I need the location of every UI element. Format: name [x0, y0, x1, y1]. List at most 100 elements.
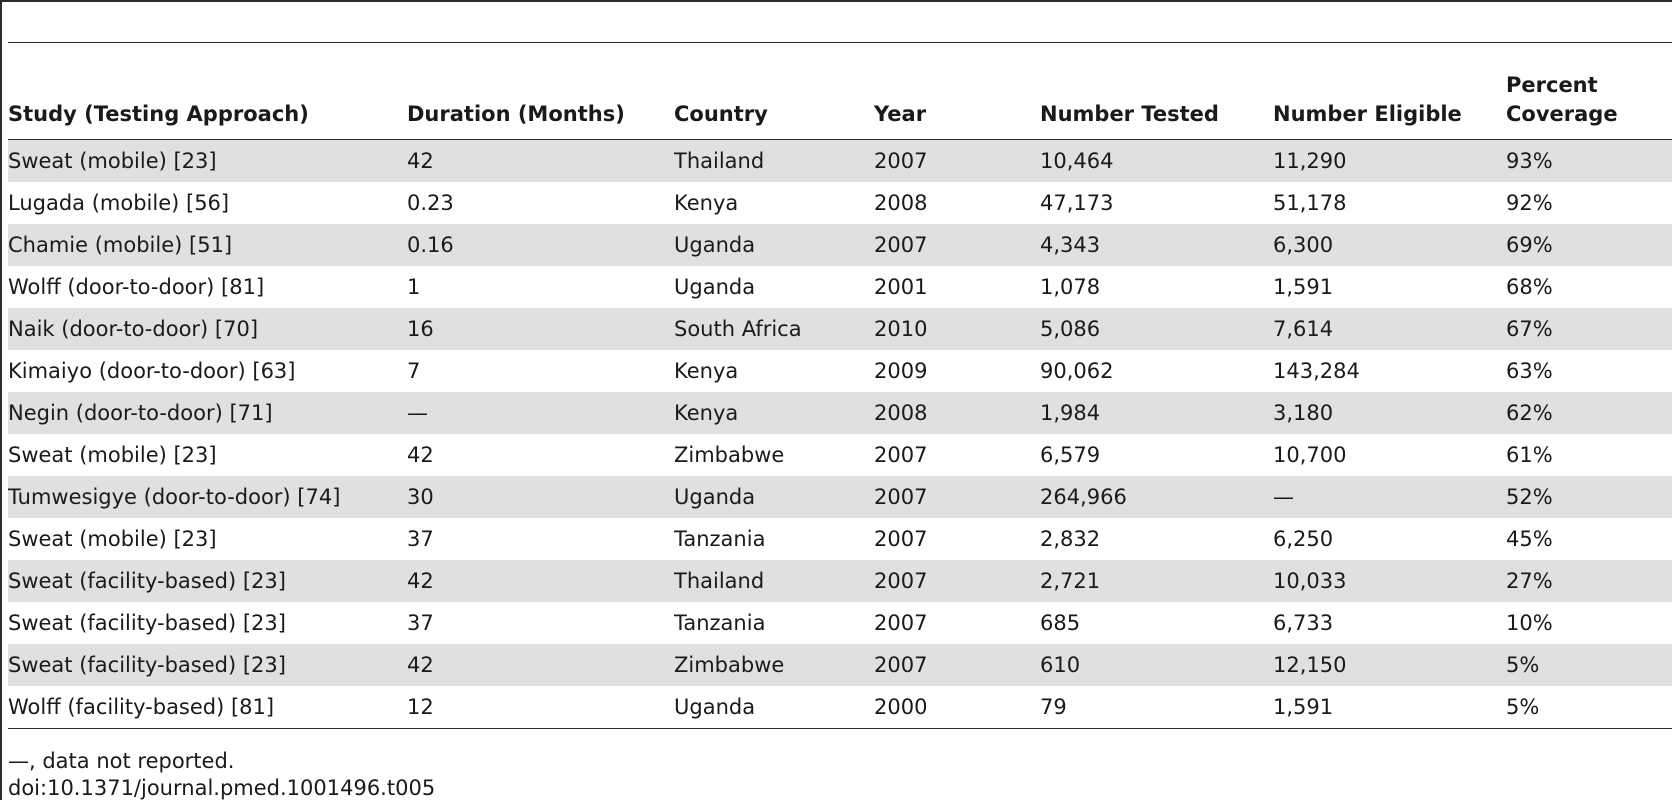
cell-number-tested: 610	[1040, 644, 1273, 686]
cell-number-tested: 1,078	[1040, 275, 1101, 299]
cell-number-eligible: 1,591	[1273, 275, 1334, 299]
cell-study: Naik (door-to-door) [70]	[8, 308, 407, 350]
cell-country: Uganda	[674, 275, 756, 299]
cell-study: Wolff (door-to-door) [81]	[8, 275, 265, 299]
cell-number-eligible: 6,300	[1273, 224, 1506, 266]
table-header: Study (Testing Approach) Duration (Month…	[8, 43, 1672, 140]
cell-percent-coverage: 68%	[1506, 275, 1553, 299]
cell-study: Tumwesigye (door-to-door) [74]	[8, 476, 407, 518]
cell-number-eligible: 11,290	[1273, 139, 1506, 182]
cell-number-tested: 2,721	[1040, 560, 1273, 602]
header-year: Year	[874, 43, 1040, 140]
cell-country: Kenya	[674, 359, 739, 383]
table-row: Sweat (facility-based) [23] 42 Thailand 200…	[8, 560, 1672, 602]
cell-percent-coverage: 45%	[1506, 527, 1553, 551]
cell-study: Sweat (mobile) [23]	[8, 443, 217, 467]
cell-duration: 42	[407, 644, 674, 686]
cell-number-eligible: 1,591	[1273, 686, 1506, 729]
table-body: Sweat (mobile) [23] 42 Thailand 2007 10,464 1…	[8, 139, 1672, 729]
cell-country: Uganda	[674, 686, 874, 729]
cell-number-eligible: 10,700	[1273, 443, 1347, 467]
cell-number-tested: 6,579	[1040, 443, 1101, 467]
cell-study: Sweat (facility-based) [23]	[8, 560, 407, 602]
cell-percent-coverage: 69%	[1506, 224, 1672, 266]
cell-country: Thailand	[674, 139, 874, 182]
footnote-doi: doi:10.1371/journal.pmed.1001496.t005	[8, 776, 436, 800]
table-row: Tumwesigye (door-to-door) [74] 30 Uganda 20…	[8, 476, 1672, 518]
cell-number-tested: 10,464	[1040, 139, 1273, 182]
cell-year: 2007	[874, 139, 1040, 182]
cell-percent-coverage: 5%	[1506, 686, 1672, 729]
cell-number-eligible: 3,180	[1273, 392, 1506, 434]
cell-duration: —	[407, 392, 674, 434]
cell-study: Sweat (facility-based) [23]	[8, 644, 407, 686]
cell-year: 2007	[874, 224, 1040, 266]
cell-number-tested: 4,343	[1040, 224, 1273, 266]
cell-study: Sweat (facility-based) [23]	[8, 611, 286, 635]
cell-year: 2008	[874, 191, 928, 215]
cell-duration: 42	[407, 139, 674, 182]
cell-number-tested: 264,966	[1040, 476, 1273, 518]
cell-year: 2007	[874, 476, 1040, 518]
header-number-eligible: Number Eligible	[1273, 43, 1506, 140]
cell-duration: 30	[407, 476, 674, 518]
cell-duration: 0.23	[407, 191, 454, 215]
cell-country: Kenya	[674, 392, 874, 434]
cell-percent-coverage: 27%	[1506, 560, 1672, 602]
cell-year: 2001	[874, 275, 928, 299]
header-top-rule	[8, 42, 1672, 43]
cell-number-eligible: 12,150	[1273, 644, 1506, 686]
cell-number-tested: 2,832	[1040, 527, 1101, 551]
cell-country: Uganda	[674, 476, 874, 518]
cell-percent-coverage: 63%	[1506, 359, 1553, 383]
cell-percent-coverage: 5%	[1506, 644, 1672, 686]
cell-duration: 16	[407, 308, 674, 350]
cell-year: 2000	[874, 686, 1040, 729]
cell-country: Kenya	[674, 191, 739, 215]
cell-study: Kimaiyo (door-to-door) [63]	[8, 359, 296, 383]
cell-duration: 0.16	[407, 224, 674, 266]
cell-percent-coverage: 52%	[1506, 476, 1672, 518]
cell-number-eligible: 143,284	[1273, 359, 1360, 383]
cell-duration: 37	[407, 611, 434, 635]
table-row: Sweat (facility-based) [23] 42 Zimbabwe 200…	[8, 644, 1672, 686]
table-row: Wolff (door-to-door) [81] 1 Uganda 2001 1,07…	[8, 266, 1672, 308]
table-row: Sweat (mobile) [23] 37 Tanzania 2007 2,832 6,…	[8, 518, 1672, 560]
cell-percent-coverage: 62%	[1506, 392, 1672, 434]
cell-year: 2008	[874, 392, 1040, 434]
cell-number-eligible: 7,614	[1273, 308, 1506, 350]
cell-duration: 1	[407, 275, 421, 299]
cell-percent-coverage: 93%	[1506, 139, 1672, 182]
header-country: Country	[674, 43, 874, 140]
cell-year: 2007	[874, 611, 928, 635]
cell-percent-coverage: 61%	[1506, 443, 1553, 467]
header-percent-coverage: Percent Coverage	[1506, 43, 1672, 140]
cell-year: 2007	[874, 560, 1040, 602]
footnote-note: —, data not reported.	[8, 749, 235, 773]
cell-duration: 37	[407, 527, 434, 551]
table-row: Naik (door-to-door) [70] 16 South Africa 20…	[8, 308, 1672, 350]
cell-study: Negin (door-to-door) [71]	[8, 392, 407, 434]
header-row: Study (Testing Approach) Duration (Month…	[8, 43, 1672, 140]
cell-year: 2010	[874, 308, 1040, 350]
left-border	[0, 0, 2, 800]
cell-duration: 42	[407, 560, 674, 602]
table-row: Sweat (facility-based) [23] 37 Tanzania 200…	[8, 602, 1672, 644]
cell-year: 2007	[874, 443, 928, 467]
cell-duration: 42	[407, 443, 434, 467]
coverage-table: Study (Testing Approach) Duration (Month…	[8, 43, 1672, 729]
table-row: Negin (door-to-door) [71] — Kenya 2008 1,984…	[8, 392, 1672, 434]
cell-duration: 7	[407, 359, 421, 383]
cell-number-eligible: 51,178	[1273, 191, 1347, 215]
cell-number-eligible: 10,033	[1273, 560, 1506, 602]
cell-country: Zimbabwe	[674, 443, 785, 467]
cell-percent-coverage: 67%	[1506, 308, 1672, 350]
cell-country: Zimbabwe	[674, 644, 874, 686]
cell-percent-coverage: 10%	[1506, 611, 1553, 635]
table-row: Sweat (mobile) [23] 42 Zimbabwe 2007 6,579 10…	[8, 434, 1672, 476]
cell-country: Tanzania	[674, 611, 766, 635]
cell-number-tested: 47,173	[1040, 191, 1114, 215]
cell-number-eligible: —	[1273, 476, 1506, 518]
cell-study: Lugada (mobile) [56]	[8, 191, 230, 215]
cell-study: Sweat (mobile) [23]	[8, 527, 217, 551]
